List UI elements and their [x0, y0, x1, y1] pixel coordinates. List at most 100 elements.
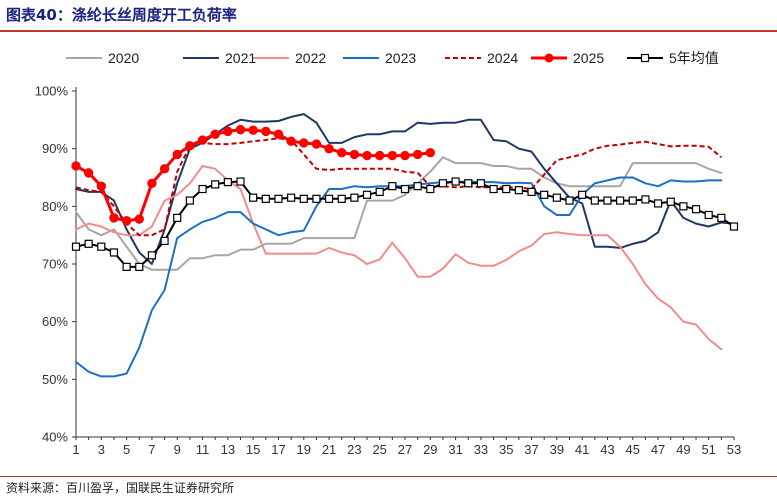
data-point: [197, 135, 208, 145]
data-point: [653, 199, 663, 208]
y-tick-label: 70%: [42, 257, 68, 272]
x-axis: 1 3 5 7 9 11 13 15 17 19 21 23 25 27 29 31 33 35 37 39 41 43 4…: [72, 436, 741, 457]
y-tick-label: 100%: [35, 84, 69, 99]
data-point: [210, 129, 220, 139]
data-point: [122, 262, 131, 271]
series-2023: [75, 176, 723, 378]
data-point: [211, 180, 220, 189]
x-tick-label: 41: [575, 442, 589, 457]
x-tick-label: 11: [196, 442, 210, 457]
x-tick-label: 13: [221, 442, 235, 457]
data-point: [223, 126, 233, 137]
x-tick-label: 25: [372, 442, 386, 457]
data-point: [413, 182, 422, 191]
x-tick-label: 49: [676, 442, 690, 457]
data-point: [425, 148, 436, 158]
legend-label: 2021: [225, 50, 256, 66]
y-tick-label: 80%: [42, 199, 68, 214]
data-point: [603, 196, 612, 205]
data-point: [185, 196, 194, 205]
data-point: [387, 150, 398, 161]
x-tick-label: 27: [398, 442, 412, 457]
data-point: [514, 186, 523, 195]
data-point: [160, 236, 169, 246]
data-point: [261, 126, 271, 137]
data-point: [374, 150, 385, 161]
data-point: [121, 216, 132, 226]
data-point: [299, 138, 309, 148]
data-point: [97, 242, 106, 251]
series-line-2021: [75, 113, 735, 265]
data-point: [476, 179, 486, 188]
data-point: [540, 190, 549, 199]
legend-item-2020: 2020: [66, 50, 139, 66]
x-tick-label: 3: [98, 442, 105, 457]
data-point: [273, 129, 284, 139]
chart-series: [71, 113, 739, 378]
data-point: [236, 177, 245, 186]
y-tick-label: 60%: [42, 314, 68, 329]
legend-item-5: 5年均值: [627, 50, 719, 66]
data-point: [565, 196, 574, 205]
data-point: [312, 194, 321, 203]
y-tick-label: 50%: [42, 372, 68, 387]
data-point: [388, 182, 397, 191]
line-chart: 2020 2021 2022 2023 2024 2025 5年均值 40% 50% 60% 70…: [35, 50, 741, 457]
data-point: [198, 184, 207, 194]
legend-item-2022: 2022: [253, 50, 326, 66]
data-point: [109, 248, 119, 257]
x-tick-label: 7: [148, 442, 155, 457]
series-2025: [71, 124, 436, 226]
legend-label: 2022: [295, 50, 326, 66]
y-tick-label: 90%: [42, 141, 68, 156]
data-point: [628, 196, 637, 205]
legend-label: 5年均值: [669, 50, 719, 66]
legend-label: 2025: [573, 50, 604, 66]
legend-item-2024: 2024: [445, 50, 518, 66]
data-point: [147, 251, 157, 260]
data-point: [489, 184, 498, 194]
series-line-2025: [74, 128, 432, 223]
data-point: [147, 178, 157, 188]
data-point: [451, 177, 460, 186]
figure-title: 图表40：涤纶长丝周度开工负荷率: [6, 6, 237, 24]
data-point: [159, 164, 170, 174]
x-tick-label: 9: [174, 442, 181, 457]
data-point: [717, 213, 726, 222]
data-point: [249, 193, 258, 202]
data-point: [173, 213, 182, 222]
data-point: [578, 190, 587, 199]
x-tick-label: 1: [72, 442, 79, 457]
legend-item-2021: 2021: [183, 50, 256, 66]
data-point: [400, 150, 410, 161]
legend-item-2025: 2025: [531, 50, 604, 66]
data-point: [83, 168, 94, 178]
x-tick-label: 33: [474, 442, 488, 457]
chart-legend: 2020 2021 2022 2023 2024 2025 5年均值: [66, 50, 719, 66]
data-point: [261, 194, 270, 203]
data-point: [324, 143, 334, 154]
data-point: [96, 181, 107, 191]
figure-source: 资料来源：百川盈孚，国联民生证券研究所: [6, 481, 235, 495]
data-point: [349, 149, 360, 160]
x-tick-label: 5: [123, 442, 130, 457]
data-point: [109, 213, 119, 223]
y-tick-label: 40%: [42, 430, 68, 445]
legend-item-2023: 2023: [343, 50, 416, 66]
source-divider: [0, 476, 777, 477]
legend-label: 2024: [487, 50, 518, 66]
data-point: [666, 197, 675, 206]
data-point: [400, 184, 410, 194]
series-2020: [75, 156, 723, 271]
y-axis: 40% 50% 60% 70% 80% 90% 100%: [35, 84, 77, 445]
data-point: [438, 179, 448, 188]
data-point: [426, 184, 435, 194]
data-point: [527, 187, 536, 197]
x-tick-label: 15: [246, 442, 260, 457]
series-2021: [75, 113, 735, 265]
x-tick-label: 17: [271, 442, 285, 457]
x-tick-label: 51: [701, 442, 715, 457]
data-point: [324, 194, 334, 203]
series-line-2020: [75, 156, 723, 271]
data-point: [691, 205, 701, 214]
